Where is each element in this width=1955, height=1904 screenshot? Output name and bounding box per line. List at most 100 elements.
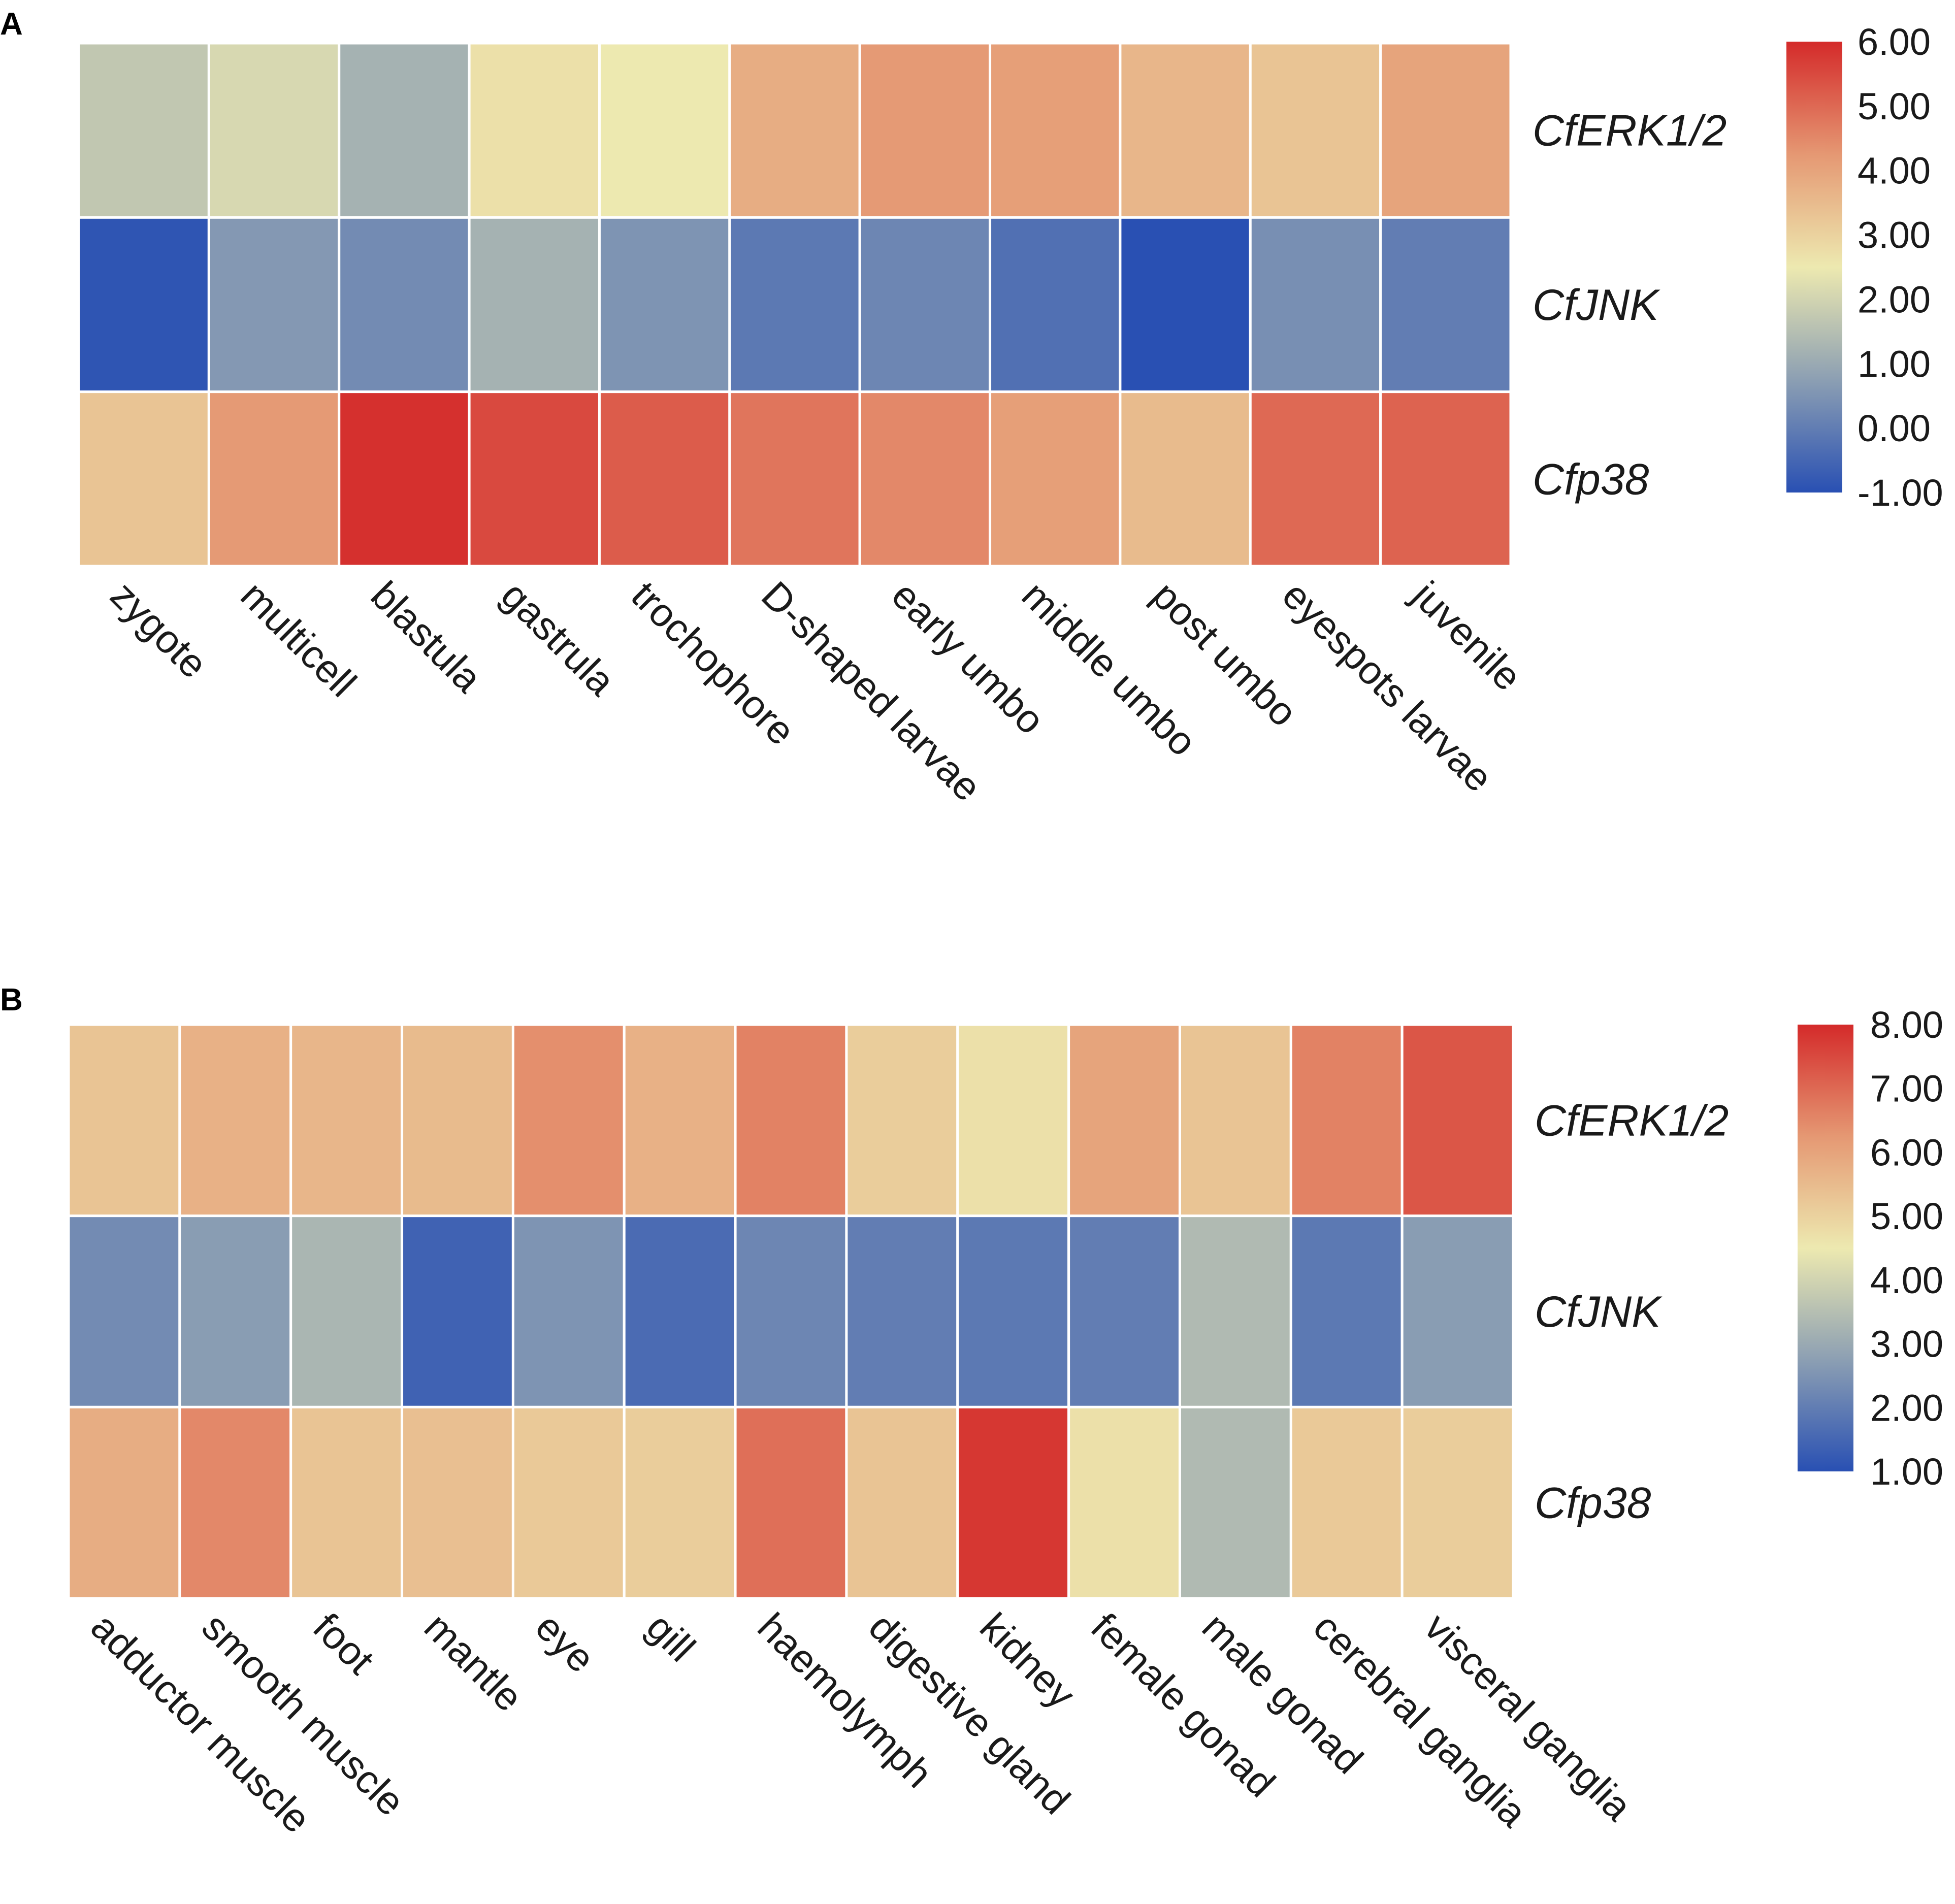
heatmap-cell [1379, 390, 1512, 568]
heatmap-cell [734, 1023, 848, 1218]
heatmap-cell [956, 1023, 1070, 1218]
heatmap-cell [468, 42, 601, 219]
heatmap-cell [956, 1405, 1070, 1600]
legend-tick-label: 6.00 [1858, 21, 1931, 63]
heatmap-cell [77, 216, 210, 393]
heatmap-cell [1178, 1405, 1292, 1600]
heatmap-cell [1067, 1023, 1181, 1218]
color-legend-a: 6.00 5.00 4.00 3.00 2.00 1.00 0.00 -1.00 [1786, 21, 1943, 514]
heatmap-cell [623, 1023, 737, 1218]
legend-tick-label: 7.00 [1870, 1068, 1943, 1110]
column-label: foot [305, 1604, 383, 1683]
heatmap-cell [598, 216, 731, 393]
color-scale-bar-a [1786, 42, 1842, 493]
heatmap-cell [1119, 216, 1252, 393]
heatmap-cell [1067, 1405, 1181, 1600]
heatmap-cell [77, 42, 210, 219]
column-label: smooth muscle [193, 1604, 413, 1824]
heatmap-cell [734, 1405, 848, 1600]
column-label: D-shaped larvae [753, 573, 990, 810]
heatmap-cell [845, 1023, 959, 1218]
column-label: digestive gland [860, 1604, 1079, 1823]
heatmap-cell [728, 42, 861, 219]
heatmap-cell [289, 1405, 404, 1600]
column-label: zygote [102, 573, 216, 687]
heatmap-a-cells [77, 42, 1512, 568]
heatmap-cell [623, 1214, 737, 1408]
heatmap-cell [401, 1214, 514, 1408]
column-label: visceral ganglia [1416, 1604, 1641, 1829]
heatmap-cell [858, 216, 992, 393]
column-label: eye [527, 1604, 604, 1681]
heatmap-cell [598, 390, 731, 568]
heatmap-cell [728, 390, 861, 568]
heatmap-cell [77, 390, 210, 568]
heatmap-cell [989, 42, 1122, 219]
heatmap-cell [728, 216, 861, 393]
legend-tick-label: 3.00 [1858, 214, 1931, 256]
heatmap-cell [468, 390, 601, 568]
heatmap-cell [1178, 1214, 1292, 1408]
heatmap-cell [401, 1023, 514, 1218]
heatmap-cell [598, 42, 731, 219]
heatmap-b-row-labels: CfERK1/2 CfJNK Cfp38 [1535, 1096, 1729, 1527]
heatmap-cell [338, 42, 471, 219]
legend-tick-label: 8.00 [1870, 1004, 1943, 1046]
column-label: gill [638, 1604, 704, 1670]
heatmap-cell [1249, 216, 1382, 393]
heatmap-cell [511, 1214, 626, 1408]
column-label: gastrula [493, 573, 624, 704]
heatmap-cell [845, 1214, 959, 1408]
legend-ticks-b: 8.00 7.00 6.00 5.00 4.00 3.00 2.00 1.00 [1870, 1004, 1943, 1493]
row-label: CfJNK [1535, 1288, 1663, 1336]
heatmap-cell [1289, 1214, 1404, 1408]
heatmap-cell [989, 390, 1122, 568]
heatmap-a-row-labels: CfERK1/2 CfJNK Cfp38 [1533, 107, 1726, 504]
legend-tick-label: 2.00 [1870, 1387, 1943, 1429]
heatmap-cell [858, 42, 992, 219]
heatmap-cell [858, 390, 992, 568]
heatmap-cell [1178, 1023, 1292, 1218]
legend-tick-label: 1.00 [1858, 343, 1931, 385]
column-label: blastula [363, 573, 491, 701]
color-scale-bar-b [1798, 1025, 1853, 1471]
heatmap-cell [178, 1023, 292, 1218]
legend-tick-label: 5.00 [1870, 1195, 1943, 1237]
row-label: CfJNK [1533, 281, 1660, 330]
heatmap-cell [1249, 390, 1382, 568]
row-label: Cfp38 [1535, 1479, 1651, 1528]
heatmap-cell [289, 1214, 404, 1408]
column-label: juvenile [1403, 572, 1530, 699]
heatmap-cell [1379, 42, 1512, 219]
heatmap-panel-a: A CfERK1/2 CfJNK Cfp38 zygote multicellblas… [0, 7, 1943, 810]
heatmap-cell [956, 1214, 1070, 1408]
legend-tick-label: 0.00 [1858, 407, 1931, 449]
heatmap-cell [845, 1405, 959, 1600]
heatmap-cell [178, 1405, 292, 1600]
heatmap-cell [207, 42, 341, 219]
heatmap-cell [1119, 42, 1252, 219]
heatmap-cell [338, 216, 471, 393]
heatmap-cell [1400, 1023, 1515, 1218]
color-legend-b: 8.00 7.00 6.00 5.00 4.00 3.00 2.00 1.00 [1798, 1004, 1943, 1493]
heatmap-cell [1379, 216, 1512, 393]
panel-label-b: B [0, 982, 23, 1017]
heatmap-cell [67, 1023, 181, 1218]
legend-tick-label: 4.00 [1870, 1259, 1943, 1301]
heatmap-cell [1400, 1214, 1515, 1408]
heatmap-cell [734, 1214, 848, 1408]
legend-tick-label: 1.00 [1870, 1451, 1943, 1493]
legend-tick-label: 3.00 [1870, 1323, 1943, 1365]
heatmap-cell [401, 1405, 514, 1600]
heatmap-cell [1119, 390, 1252, 568]
heatmap-cell [1289, 1023, 1404, 1218]
heatmap-cell [338, 390, 471, 568]
legend-tick-label: 4.00 [1858, 150, 1931, 192]
heatmap-cell [178, 1214, 292, 1408]
heatmap-cell [1067, 1214, 1181, 1408]
column-label: multicell [233, 573, 365, 705]
heatmap-cell [289, 1023, 404, 1218]
